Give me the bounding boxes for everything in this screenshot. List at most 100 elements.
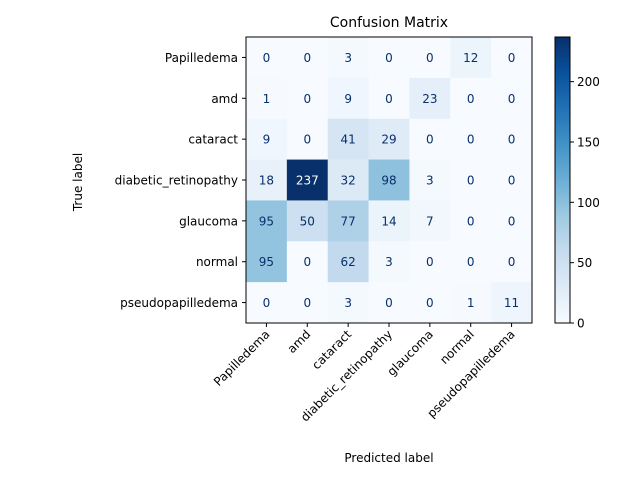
heatmap-cell-labels: 0 0 3 0 0 12 0 1 0 9 0 23 0 0 9 0 41 29 0 0 0 18 237 32 98 3 0 0 95 5…	[259, 51, 519, 310]
heatmap-cell	[450, 241, 492, 283]
heatmap-cell	[327, 37, 370, 79]
cell-value-label: 0	[508, 174, 516, 188]
heatmap-cell	[409, 118, 451, 161]
heatmap-cell	[286, 159, 329, 201]
cell-value-label: 237	[296, 174, 319, 188]
cell-value-label: 3	[426, 174, 434, 188]
heatmap-cell	[368, 241, 410, 283]
cell-value-label: 95	[259, 255, 274, 269]
heatmap-cell	[368, 77, 410, 120]
heatmap-cell	[409, 77, 451, 120]
cell-value-label: 14	[381, 214, 396, 228]
y-tick-label: glaucoma	[179, 214, 238, 228]
y-tick-label: Papilledema	[165, 51, 238, 65]
colorbar-tick-label: 50	[577, 256, 592, 270]
cell-value-label: 0	[508, 51, 516, 65]
cell-value-label: 0	[467, 92, 475, 106]
y-tick-label: pseudopapilledema	[120, 296, 238, 310]
heatmap-cell	[246, 241, 288, 283]
cell-value-label: 0	[303, 133, 311, 147]
x-axis-ticks: Papilledema amdcataractdiabetic_retinopat…	[211, 323, 518, 424]
cell-value-label: 0	[467, 255, 475, 269]
cell-value-label: 77	[341, 214, 356, 228]
x-tick-label: amd	[285, 327, 314, 356]
cell-value-label: 11	[504, 296, 519, 310]
heatmap-cell	[327, 77, 370, 120]
cell-value-label: 9	[344, 92, 352, 106]
chart-title: Confusion Matrix	[330, 15, 448, 31]
heatmap-cell	[409, 241, 451, 283]
heatmap-cell	[491, 282, 533, 324]
heatmap-cell	[368, 200, 410, 242]
cell-value-label: 0	[385, 51, 393, 65]
heatmap-cells	[246, 37, 533, 324]
heatmap-cell	[246, 118, 288, 161]
heatmap-cell	[246, 77, 288, 120]
x-axis-label: Predicted label	[344, 451, 433, 465]
heatmap-cell	[368, 159, 410, 201]
heatmap-cell	[246, 200, 288, 242]
heatmap-cell	[450, 200, 492, 242]
heatmap-cell	[246, 282, 288, 324]
heatmap-cell	[327, 241, 370, 283]
y-axis-ticks: Papilledema amd cataract diabetic_retinopat…	[115, 51, 246, 310]
cell-value-label: 7	[426, 214, 434, 228]
cell-value-label: 0	[385, 92, 393, 106]
cell-value-label: 0	[467, 174, 475, 188]
heatmap-cell	[286, 77, 329, 120]
heatmap-cell	[327, 282, 370, 324]
cell-value-label: 0	[508, 255, 516, 269]
heatmap-cell	[450, 159, 492, 201]
x-tick-label: normal	[437, 327, 477, 367]
cell-value-label: 29	[381, 133, 396, 147]
heatmap-cell	[286, 37, 329, 79]
cell-value-label: 3	[344, 51, 352, 65]
colorbar-tick-label: 200	[577, 75, 600, 89]
cell-value-label: 0	[385, 296, 393, 310]
cell-value-label: 0	[426, 51, 434, 65]
heatmap-cell	[491, 37, 533, 79]
cell-value-label: 32	[341, 174, 356, 188]
cell-value-label: 9	[263, 133, 271, 147]
colorbar-gradient	[554, 36, 571, 324]
cell-value-label: 0	[426, 255, 434, 269]
heatmap-cell	[327, 200, 370, 242]
heatmap-cell	[246, 159, 288, 201]
cell-value-label: 62	[341, 255, 356, 269]
cell-value-label: 0	[303, 51, 311, 65]
y-tick-label: cataract	[188, 133, 238, 147]
colorbar-tick-label: 0	[577, 317, 585, 331]
heatmap-cell	[327, 159, 370, 201]
cell-value-label: 0	[467, 133, 475, 147]
cell-value-label: 0	[508, 92, 516, 106]
heatmap-cell	[368, 37, 410, 79]
cell-value-label: 18	[259, 174, 274, 188]
y-axis-label: True label	[71, 153, 85, 212]
cell-value-label: 0	[467, 214, 475, 228]
y-tick-label: amd	[211, 92, 238, 106]
heatmap-cell	[409, 282, 451, 324]
heatmap-cell	[368, 118, 410, 161]
heatmap-cell	[491, 159, 533, 201]
heatmap-cell	[409, 200, 451, 242]
cell-value-label: 95	[259, 214, 274, 228]
heatmap-cell	[286, 200, 329, 242]
cell-value-label: 3	[385, 255, 393, 269]
heatmap-cell	[450, 282, 492, 324]
heatmap-cell	[409, 159, 451, 201]
colorbar-tick-label: 100	[577, 196, 600, 210]
cell-value-label: 1	[263, 92, 271, 106]
colorbar: 0 50 100 150 200	[554, 36, 600, 331]
cell-value-label: 0	[508, 133, 516, 147]
heatmap-cell	[409, 37, 451, 79]
heatmap-cell	[286, 118, 329, 161]
cell-value-label: 0	[303, 296, 311, 310]
heatmap-cell	[368, 282, 410, 324]
cell-value-label: 0	[426, 296, 434, 310]
cell-value-label: 0	[426, 133, 434, 147]
cell-value-label: 41	[341, 133, 356, 147]
cell-value-label: 12	[463, 51, 478, 65]
cell-value-label: 0	[263, 296, 271, 310]
cell-value-label: 0	[303, 92, 311, 106]
